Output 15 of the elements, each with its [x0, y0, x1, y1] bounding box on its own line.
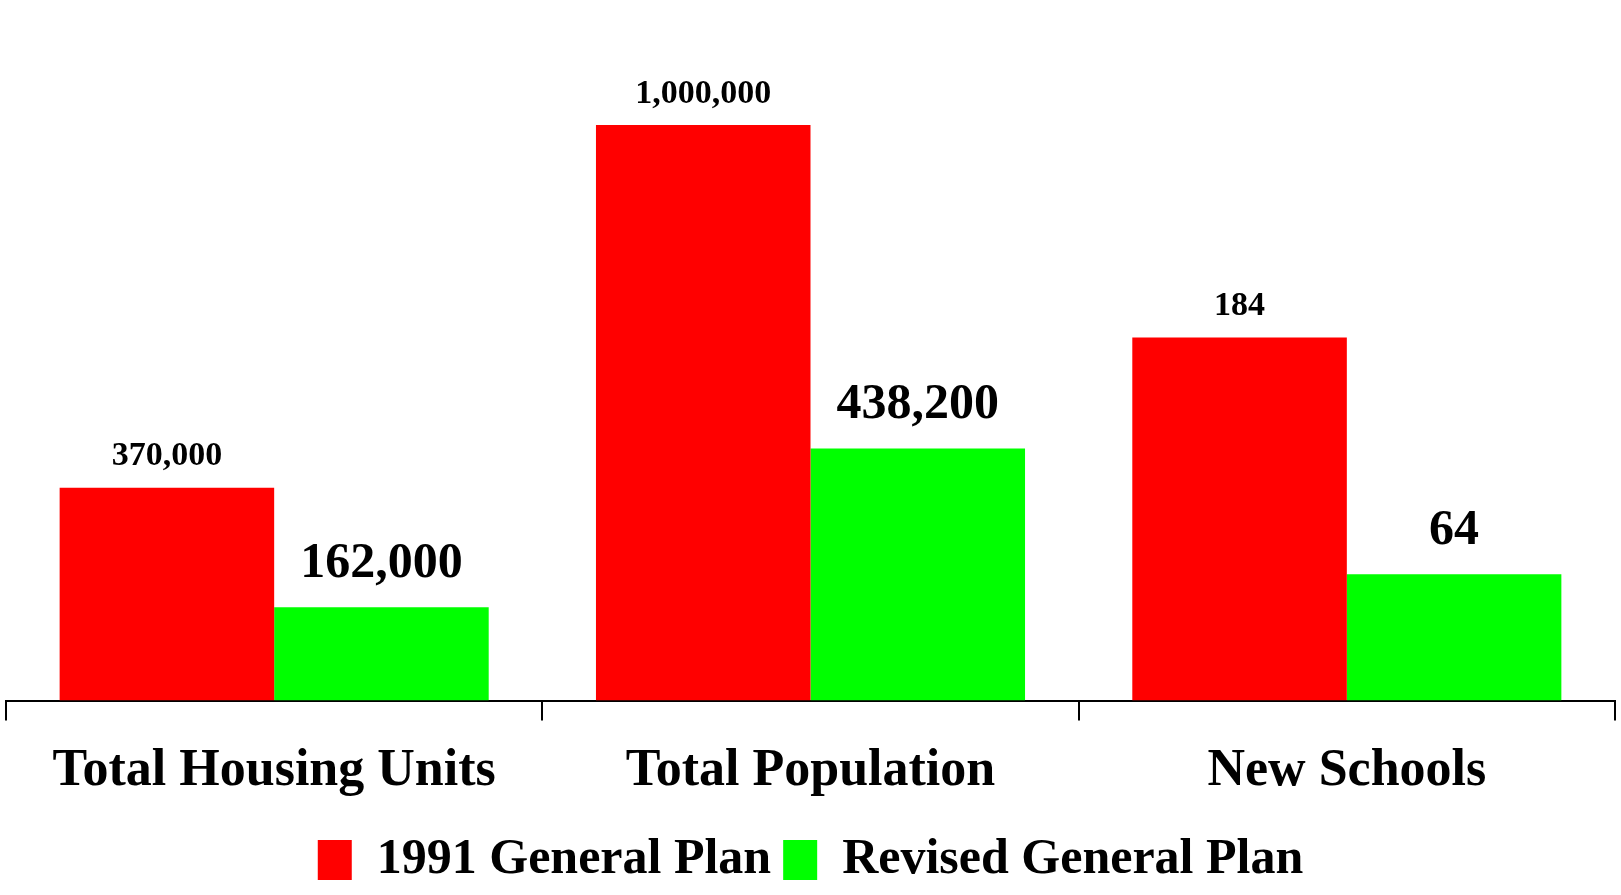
data-label: 370,000	[111, 435, 223, 473]
data-label: 64	[1429, 499, 1480, 556]
legend-label: 1991 General Plan	[376, 827, 772, 884]
data-label: 1,000,000	[635, 72, 772, 110]
x-tick-label: Total Population	[625, 739, 996, 797]
data-label: 438,200	[836, 373, 1000, 430]
bar	[59, 487, 275, 701]
bar	[595, 125, 811, 701]
x-tick-label: New Schools	[1207, 739, 1487, 797]
x-tick-label: Total Housing Units	[52, 739, 496, 797]
bar	[274, 607, 489, 701]
legend-label: Revised General Plan	[842, 827, 1304, 884]
bar	[810, 448, 1026, 701]
data-label: 162,000	[300, 532, 463, 589]
data-label: 184	[1214, 285, 1266, 323]
